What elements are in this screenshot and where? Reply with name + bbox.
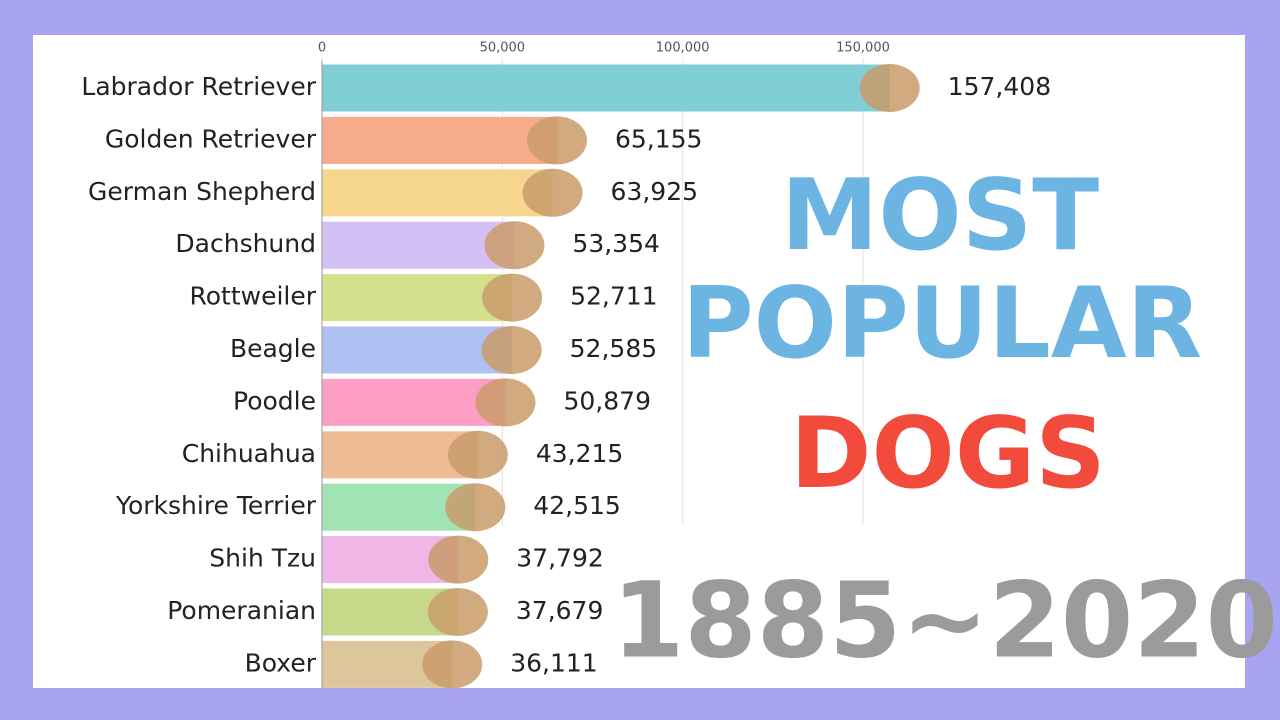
value-label: 42,515 [533, 491, 620, 520]
dog-photo [428, 535, 489, 584]
category-label: Shih Tzu [209, 544, 316, 573]
bar [322, 116, 557, 164]
category-label: Pomeranian [167, 596, 316, 625]
category-label: Chihuahua [182, 439, 316, 468]
dog-photo [422, 640, 483, 689]
dog-photo [482, 273, 543, 322]
bar [322, 64, 890, 112]
subtitle: 1885~2020 [612, 559, 1278, 681]
value-label: 43,215 [536, 439, 623, 468]
category-label: Labrador Retriever [81, 72, 316, 101]
category-label: Beagle [230, 334, 316, 363]
x-tick-label: 150,000 [836, 41, 890, 56]
value-label: 50,879 [564, 386, 651, 415]
dog-photo [447, 430, 508, 479]
x-tick-label: 0 [318, 41, 326, 56]
value-label: 37,679 [516, 596, 603, 625]
dog-photo [481, 326, 542, 374]
bar [322, 326, 512, 374]
dog-photo [427, 588, 488, 636]
dog-photo [475, 378, 536, 427]
panel [33, 35, 1245, 688]
value-label: 65,155 [615, 124, 702, 153]
dog-photo [526, 116, 587, 165]
category-label: Yorkshire Terrier [115, 491, 317, 520]
plot: 0 50,000 100,000 150,000 Labrador Retriever 1… [81, 41, 1051, 689]
bar [322, 274, 513, 322]
value-label: 52,585 [570, 334, 657, 363]
category-label: Poodle [233, 386, 316, 415]
category-label: Dachshund [175, 229, 316, 258]
category-label: Rottweiler [189, 282, 316, 311]
title-line: DOGS [790, 397, 1106, 511]
title-line: MOST [781, 159, 1099, 273]
x-tick-label: 50,000 [480, 41, 526, 56]
dog-photo [859, 64, 920, 112]
title-line: POPULAR [682, 267, 1202, 381]
value-label: 157,408 [948, 72, 1051, 101]
bar [322, 169, 553, 217]
bar [322, 378, 506, 426]
x-tick-label: 100,000 [656, 41, 710, 56]
value-label: 53,354 [572, 229, 659, 258]
category-label: Golden Retriever [105, 124, 317, 153]
value-label: 37,792 [516, 544, 603, 573]
value-label: 52,711 [570, 282, 657, 311]
dog-photo [484, 221, 545, 270]
value-label: 63,925 [611, 177, 698, 206]
dog-photo [445, 483, 506, 532]
category-label: German Shepherd [88, 177, 316, 206]
value-label: 36,111 [510, 648, 597, 677]
dog-photo [522, 168, 583, 217]
bar [322, 221, 515, 269]
category-label: Boxer [245, 648, 317, 677]
